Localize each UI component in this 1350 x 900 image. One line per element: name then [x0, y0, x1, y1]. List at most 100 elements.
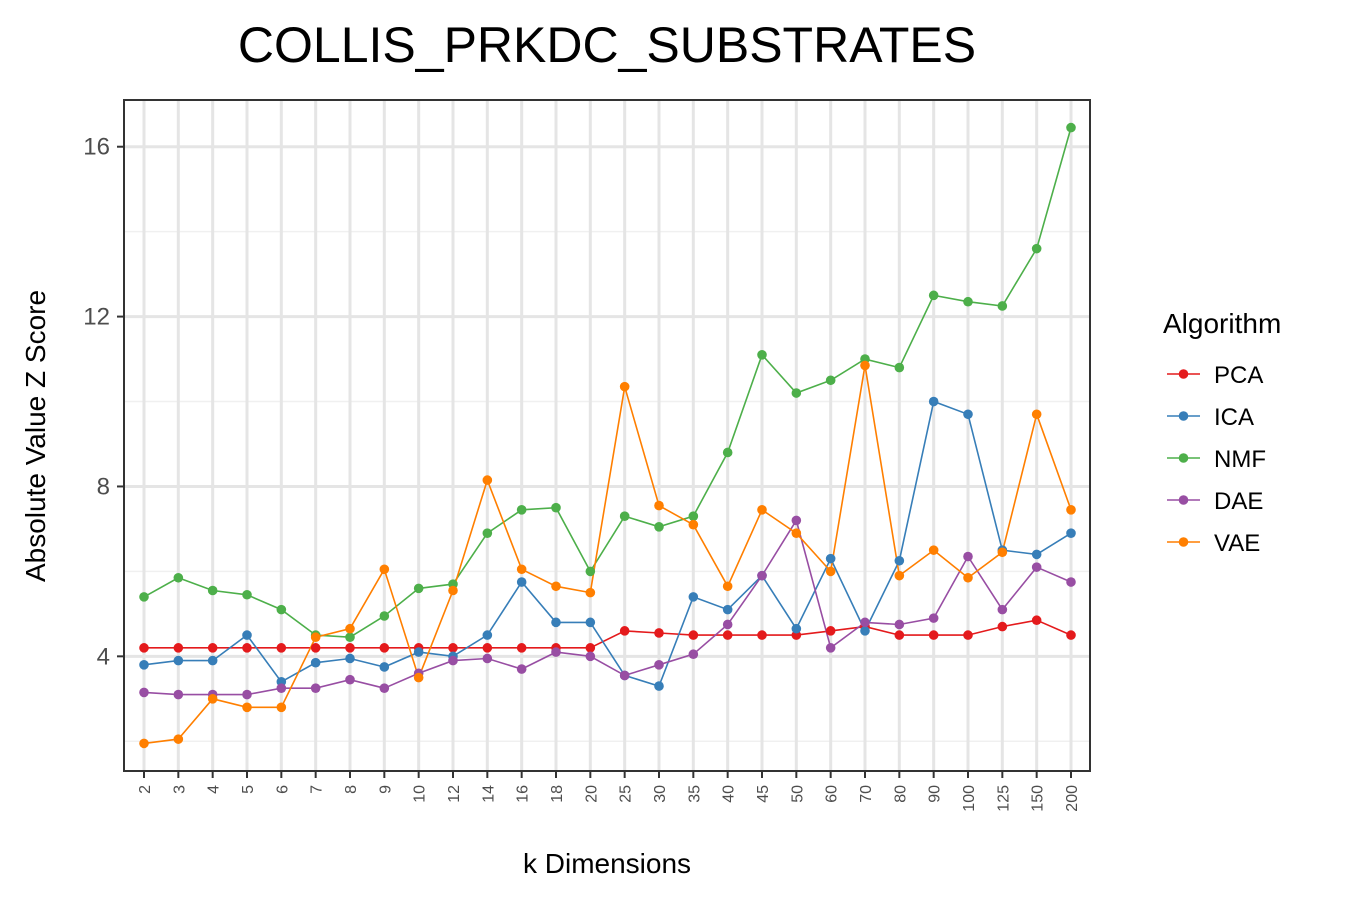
- series-line-dae: [143, 518, 1072, 696]
- x-tick-label: 70: [858, 785, 875, 803]
- data-point-vae: [860, 360, 870, 371]
- data-point-pca: [654, 628, 664, 638]
- data-point-ica: [173, 655, 184, 666]
- x-tick-label: 45: [755, 785, 772, 803]
- data-point-dae: [928, 613, 939, 623]
- data-point-vae: [551, 581, 561, 592]
- data-point-nmf: [413, 583, 424, 594]
- data-point-nmf: [139, 592, 149, 602]
- data-point-pca: [928, 630, 939, 640]
- x-tick-label: 16: [515, 785, 532, 803]
- data-point-ica: [894, 555, 905, 566]
- data-point-dae: [654, 660, 664, 670]
- data-point-ica: [516, 577, 527, 587]
- x-tick-label: 90: [927, 785, 944, 803]
- data-point-ica: [825, 553, 836, 564]
- data-point-dae: [894, 619, 905, 630]
- data-point-dae: [1066, 577, 1076, 587]
- legend-label-dae: DAE: [1214, 488, 1263, 515]
- x-tick-label: 7: [309, 785, 326, 794]
- legend: Algorithm PCA ICA NMF DAE VAE: [1163, 308, 1281, 557]
- series-line-pca: [144, 619, 1072, 649]
- data-point-pca: [173, 643, 184, 653]
- data-point-pca: [482, 643, 493, 653]
- data-point-dae: [516, 664, 527, 674]
- data-point-dae: [963, 551, 973, 562]
- data-point-pca: [722, 630, 733, 640]
- y-tick-label: 16: [83, 134, 110, 161]
- data-point-dae: [345, 674, 355, 685]
- x-tick-label: 10: [412, 785, 429, 803]
- data-point-dae: [551, 647, 561, 657]
- data-point-ica: [1031, 549, 1042, 560]
- data-point-ica: [860, 626, 870, 636]
- data-point-pca: [345, 643, 355, 653]
- data-point-nmf: [585, 566, 596, 577]
- series-line-vae: [143, 365, 1072, 745]
- data-point-dae: [722, 619, 733, 630]
- data-point-ica: [345, 653, 355, 664]
- legend-label-nmf: NMF: [1214, 446, 1266, 473]
- data-point-dae: [791, 515, 802, 526]
- data-point-pca: [688, 630, 699, 640]
- data-point-pca: [448, 643, 458, 653]
- data-point-vae: [276, 702, 287, 713]
- x-tick-label: 100: [961, 785, 978, 812]
- data-point-dae: [825, 643, 836, 653]
- data-point-pca: [825, 626, 836, 636]
- data-point-ica: [963, 409, 973, 420]
- x-tick-label: 20: [583, 785, 600, 803]
- data-point-vae: [963, 572, 973, 583]
- y-tick-label: 12: [83, 304, 110, 331]
- data-point-ica: [1066, 528, 1076, 538]
- y-tick-label: 4: [97, 643, 110, 670]
- data-point-vae: [173, 734, 184, 744]
- data-point-nmf: [482, 528, 493, 538]
- data-point-pca: [894, 630, 905, 640]
- x-tick-label: 35: [686, 785, 703, 803]
- data-point-nmf: [1031, 243, 1042, 254]
- data-point-nmf: [654, 522, 664, 532]
- data-point-vae: [619, 381, 630, 392]
- data-point-vae: [894, 570, 905, 581]
- data-point-pca: [139, 643, 149, 653]
- data-point-vae: [310, 632, 321, 643]
- data-point-vae: [379, 564, 390, 575]
- data-point-vae: [688, 519, 699, 530]
- data-point-pca: [619, 626, 630, 636]
- data-point-pca: [207, 643, 218, 653]
- data-point-vae: [413, 672, 424, 683]
- x-tick-label: 9: [377, 785, 394, 794]
- data-point-vae: [1066, 505, 1076, 515]
- data-point-ica: [242, 630, 252, 640]
- data-point-nmf: [173, 572, 184, 583]
- plot-panel-border: [123, 99, 1091, 772]
- data-point-vae: [448, 585, 458, 596]
- data-point-dae: [482, 653, 493, 664]
- data-point-vae: [928, 545, 939, 555]
- x-tick-label: 5: [240, 785, 257, 794]
- data-point-nmf: [276, 604, 287, 615]
- data-point-ica: [310, 657, 321, 668]
- data-point-nmf: [997, 301, 1008, 311]
- data-point-nmf: [722, 447, 733, 458]
- data-point-vae: [1031, 409, 1042, 420]
- data-point-ica: [551, 617, 561, 628]
- data-point-nmf: [791, 388, 802, 398]
- data-point-vae: [482, 475, 493, 485]
- series-line-nmf: [143, 127, 1072, 639]
- legend-key-point-vae: [1178, 537, 1189, 547]
- chart-title: COLLIS_PRKDC_SUBSTRATES: [238, 17, 976, 73]
- data-point-dae: [310, 683, 321, 693]
- data-point-nmf: [379, 611, 390, 621]
- legend-title: Algorithm: [1163, 308, 1281, 339]
- data-point-vae: [722, 581, 733, 592]
- data-point-nmf: [551, 502, 561, 513]
- data-point-ica: [688, 592, 699, 602]
- legend-label-pca: PCA: [1214, 362, 1263, 389]
- data-point-pca: [310, 643, 321, 653]
- x-tick-label: 4: [206, 785, 223, 794]
- x-tick-label: 125: [995, 785, 1012, 812]
